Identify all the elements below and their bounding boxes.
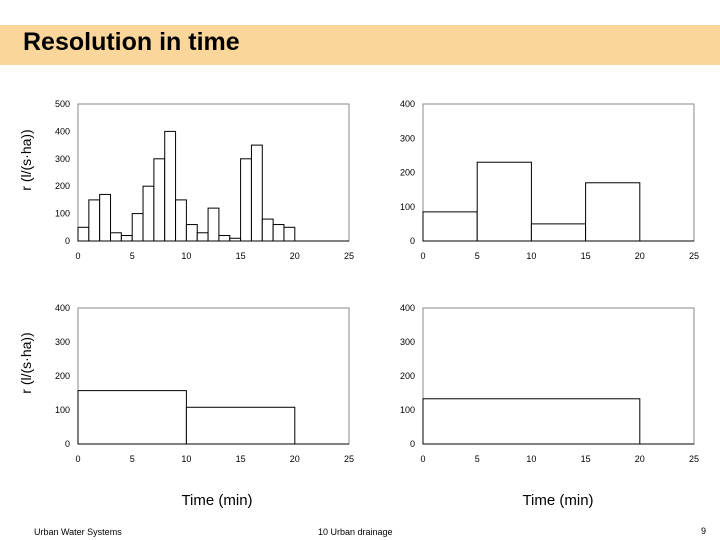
x-tick-label: 10 [526, 454, 536, 464]
bar [218, 235, 231, 242]
x-tick-label: 15 [236, 454, 246, 464]
chart-2: 0 5 10 15 20 25 0 100 200 300 400 [400, 99, 699, 261]
footer-chapter: 10 Urban drainage [318, 527, 393, 537]
bar [272, 224, 285, 242]
x-tick-label: 20 [635, 454, 645, 464]
x-axis-label-left: Time (min) [181, 492, 253, 509]
bar [530, 223, 587, 242]
footer-course: Urban Water Systems [34, 527, 122, 537]
x-tick-label: 0 [75, 454, 80, 464]
bar [585, 182, 641, 242]
bar [131, 213, 144, 242]
title-bar [0, 25, 720, 65]
y-tick-label: 100 [400, 202, 415, 212]
bar [207, 207, 220, 242]
x-tick-label: 5 [130, 454, 135, 464]
x-tick-label: 25 [689, 251, 699, 261]
y-tick-label: 300 [400, 133, 415, 143]
x-tick-label: 25 [344, 454, 354, 464]
x-tick-label: 15 [236, 251, 246, 261]
x-tick-label: 25 [689, 454, 699, 464]
y-tick-label: 0 [65, 236, 70, 246]
y-tick-label: 0 [410, 439, 415, 449]
y-tick-label: 400 [400, 99, 415, 109]
bar [422, 398, 641, 445]
x-tick-label: 5 [130, 251, 135, 261]
bar [120, 235, 133, 242]
slide-title: Resolution in time [23, 28, 240, 56]
x-tick-label: 20 [290, 454, 300, 464]
chart-3: 0 5 10 15 20 25 0 100 200 300 400 [55, 303, 354, 464]
x-tick-label: 10 [526, 251, 536, 261]
x-tick-label: 10 [181, 251, 191, 261]
y-tick-label: 200 [400, 371, 415, 381]
x-tick-label: 15 [581, 251, 591, 261]
x-tick-label: 10 [181, 454, 191, 464]
bar [110, 232, 122, 242]
x-tick-label: 0 [420, 251, 425, 261]
y-tick-label: 200 [55, 181, 70, 191]
y-tick-label: 300 [55, 337, 70, 347]
bar [422, 211, 478, 242]
y-tick-label: 200 [400, 168, 415, 178]
chart-1: 0 5 10 15 20 25 0 100 200 300 400 500 [55, 99, 354, 261]
y-tick-label: 300 [400, 337, 415, 347]
x-axis-label-right: Time (min) [522, 492, 594, 509]
y-tick-label: 400 [400, 303, 415, 313]
y-tick-label: 100 [55, 209, 70, 219]
x-tick-label: 5 [475, 454, 480, 464]
bar [283, 226, 296, 242]
x-tick-label: 20 [290, 251, 300, 261]
x-tick-label: 0 [75, 251, 80, 261]
chart-4: 0 5 10 15 20 25 0 100 200 300 400 [400, 303, 699, 464]
bar [250, 144, 263, 242]
bar [175, 199, 187, 242]
bar [185, 406, 296, 445]
bar [142, 185, 155, 242]
y-tick-label: 200 [55, 371, 70, 381]
x-tick-label: 0 [420, 454, 425, 464]
y-tick-label: 0 [65, 439, 70, 449]
y-tick-label: 400 [55, 303, 70, 313]
x-tick-label: 5 [475, 251, 480, 261]
y-tick-label: 0 [410, 236, 415, 246]
bar [164, 130, 177, 242]
y-tick-label: 100 [400, 405, 415, 415]
x-tick-label: 25 [344, 251, 354, 261]
bar [240, 158, 252, 242]
bar [476, 161, 532, 242]
bar [88, 199, 101, 242]
y-tick-label: 300 [55, 154, 70, 164]
bar [77, 390, 187, 445]
y-tick-label: 400 [55, 126, 70, 136]
bar [99, 193, 112, 242]
bar [185, 224, 198, 242]
page-number: 9 [701, 526, 707, 536]
y-tick-label: 100 [55, 405, 70, 415]
bar [261, 218, 274, 242]
bar [77, 226, 90, 242]
y-tick-label: 500 [55, 99, 70, 109]
bar [196, 232, 209, 242]
x-tick-label: 15 [581, 454, 591, 464]
x-tick-label: 20 [635, 251, 645, 261]
bar [153, 158, 166, 242]
